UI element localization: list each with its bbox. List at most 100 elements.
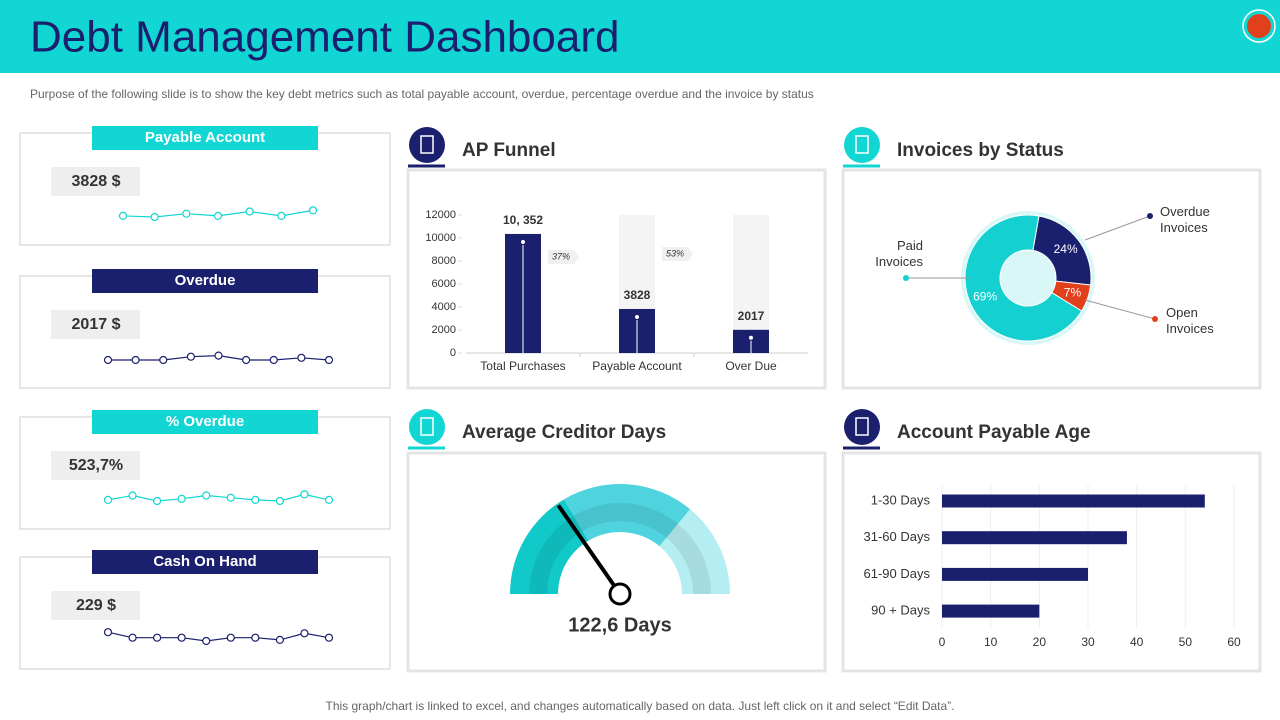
value-label: 3828 xyxy=(624,288,651,302)
kpi-value: 3828 $ xyxy=(72,173,121,190)
sparkline-point xyxy=(177,633,186,642)
x-tick-label: Over Due xyxy=(725,359,777,373)
gauge-hub xyxy=(608,582,632,606)
bar-pin-head xyxy=(520,238,526,245)
callout-dot xyxy=(1147,213,1153,219)
sparkline-point xyxy=(242,355,251,365)
sparkline-point xyxy=(324,355,334,365)
header-bar xyxy=(0,0,1280,73)
callout-dot xyxy=(903,275,909,281)
kpi-label: Overdue xyxy=(175,272,236,289)
sparkline-point xyxy=(226,493,235,502)
sparkline-point xyxy=(103,355,113,365)
panel-icon xyxy=(844,409,880,445)
panel-icon xyxy=(844,127,880,163)
sparkline-point xyxy=(150,212,159,222)
y-tick-label: 10000 xyxy=(425,232,456,244)
sparkline-point xyxy=(159,355,168,365)
gauge-value: 122,6 Days xyxy=(568,614,671,636)
sparkline-point xyxy=(275,496,284,506)
slice-label: 69% xyxy=(973,289,997,303)
bar xyxy=(942,604,1040,618)
bar-pin-head xyxy=(748,334,754,341)
y-tick-label: 6000 xyxy=(432,278,456,290)
kpi-value-box xyxy=(51,167,140,196)
panel-icon xyxy=(409,409,445,445)
panel-title: AP Funnel xyxy=(462,140,556,161)
kpi-value: 523,7% xyxy=(69,457,123,474)
panel-icon xyxy=(409,127,445,163)
sparkline-point xyxy=(153,633,162,642)
panel-title: Invoices by Status xyxy=(897,140,1064,161)
panel-title: Average Creditor Days xyxy=(462,422,666,443)
sparkline xyxy=(107,631,330,642)
kpi-tab xyxy=(92,410,318,434)
bar xyxy=(942,531,1127,545)
annotation-tag xyxy=(548,250,579,264)
gauge-band xyxy=(564,483,691,547)
sparkline-point xyxy=(103,628,113,637)
kpi-value-box xyxy=(51,310,140,339)
y-tick-label: 61-90 Days xyxy=(864,566,931,581)
sparkline-point xyxy=(202,636,211,646)
sparkline-point xyxy=(186,352,195,361)
value-label: 2017 xyxy=(738,309,765,323)
gauge-inner xyxy=(529,503,711,595)
annotation-tag xyxy=(662,247,693,261)
y-tick-label: 90 + Days xyxy=(871,603,930,618)
sparkline-point xyxy=(182,209,191,218)
x-tick-label: 40 xyxy=(1130,635,1144,649)
kpi-value: 2017 $ xyxy=(72,316,121,333)
sparkline-point xyxy=(297,353,306,362)
kpi-tab xyxy=(92,550,318,574)
y-tick-label: 2000 xyxy=(432,324,456,336)
sparkline-point xyxy=(324,495,334,504)
gauge-needle xyxy=(556,504,622,596)
sparkline-point xyxy=(118,211,128,220)
sparkline-point xyxy=(277,211,286,220)
y-tick-label: 31-60 Days xyxy=(864,529,931,544)
bar xyxy=(942,567,1088,581)
callout-line xyxy=(1084,299,1156,320)
sparkline-point xyxy=(213,211,223,220)
sparkline-point xyxy=(214,351,223,360)
kpi-label: Cash On Hand xyxy=(153,553,256,570)
logo-ring xyxy=(1242,9,1276,43)
legend-label: Open Invoices xyxy=(1166,305,1214,336)
panel-icon-glyph xyxy=(420,417,434,436)
panel-icon-glyph xyxy=(855,417,869,436)
sparkline-point xyxy=(128,491,137,500)
gauge-band xyxy=(659,509,730,594)
page-title: Debt Management Dashboard xyxy=(30,13,619,62)
logo-dot xyxy=(1247,14,1271,38)
callout-dot xyxy=(1152,316,1158,322)
callout-line xyxy=(1084,215,1151,241)
sparkline-point xyxy=(202,491,211,500)
sparkline-point xyxy=(300,629,309,638)
panel-icon-glyph xyxy=(855,135,869,154)
sparkline-point xyxy=(251,633,260,642)
legend-label: Paid Invoices xyxy=(875,238,923,269)
panel-icon-glyph xyxy=(420,135,434,154)
sparkline-point xyxy=(131,355,140,365)
sparkline-point xyxy=(177,494,186,503)
sparkline-point xyxy=(269,355,278,365)
description: Purpose of the following slide is to sho… xyxy=(30,87,814,101)
legend-label: Overdue Invoices xyxy=(1160,204,1210,235)
sparkline-point xyxy=(275,635,284,645)
pie-slice xyxy=(964,214,1083,342)
x-tick-label: Payable Account xyxy=(592,359,682,373)
x-tick-label: Total Purchases xyxy=(480,359,565,373)
x-tick-label: 10 xyxy=(984,635,998,649)
kpi-label: Payable Account xyxy=(145,129,265,146)
kpi-tab xyxy=(92,126,318,150)
bar-pin-head xyxy=(634,313,640,320)
x-tick-label: 60 xyxy=(1227,635,1241,649)
panel xyxy=(841,168,1262,390)
y-tick-label: 1-30 Days xyxy=(871,492,931,507)
kpi-value: 229 $ xyxy=(76,597,116,614)
sparkline-point xyxy=(153,496,162,506)
kpi-label: % Overdue xyxy=(166,413,244,430)
sparkline-point xyxy=(103,495,113,504)
